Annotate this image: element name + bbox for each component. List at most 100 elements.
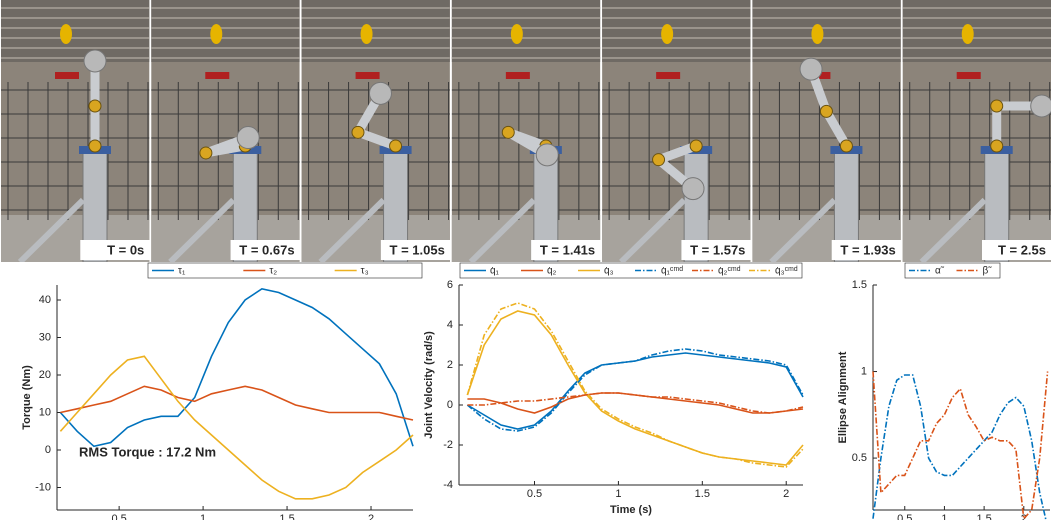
- series-line: [60, 385, 414, 421]
- frame-content: [602, 0, 751, 262]
- y-tick-label: 10: [39, 406, 51, 418]
- ceiling: [301, 0, 450, 62]
- arm-joint: [389, 139, 403, 153]
- y-tick-label: 2: [447, 359, 453, 371]
- legend-label: q̇₁: [490, 266, 500, 277]
- frame-label: T = 0.67s: [239, 242, 294, 257]
- legend-label: α̃: [935, 266, 945, 277]
- y-tick-label: 40: [39, 294, 51, 306]
- lamp: [60, 24, 72, 44]
- label-box: [681, 240, 752, 260]
- stand-brace: [468, 197, 536, 262]
- legend-label: q̇₃: [604, 266, 614, 277]
- series-line: [466, 310, 804, 466]
- arm-joint: [652, 153, 666, 167]
- y-tick-label: 20: [39, 369, 51, 381]
- frame-content: [301, 0, 450, 262]
- y-tick-label: -10: [35, 481, 51, 493]
- legend-label: τ₃: [361, 266, 369, 277]
- stand-brace: [318, 197, 386, 262]
- plot-area: [873, 285, 1050, 510]
- stand-brace: [17, 197, 86, 262]
- ceiling: [1, 0, 150, 62]
- lamp: [811, 24, 824, 44]
- label-box: [80, 240, 151, 260]
- y-tick-label: 1.5: [852, 279, 867, 291]
- stand-brace: [619, 197, 687, 262]
- legend-label: q̇₃ᶜᵐᵈ: [775, 266, 798, 277]
- lamp: [510, 24, 523, 44]
- frame: T = 1.93s: [752, 0, 902, 262]
- legend-label: τ₂: [269, 266, 277, 277]
- arm-link: [821, 106, 851, 151]
- arm-joint: [351, 125, 365, 139]
- arm-joint: [88, 99, 102, 113]
- frame-content: [451, 0, 601, 262]
- frame-content: [151, 0, 300, 262]
- y-tick-label: 0: [45, 444, 51, 456]
- series-line: [466, 302, 804, 468]
- lamp: [961, 24, 974, 44]
- arm-joint: [88, 139, 102, 153]
- arm-joint: [501, 125, 515, 139]
- chart: -4 -2 0 2 4 6 0.5 1 1.5 2 Joint Velocity (rad/s) Ti…: [423, 262, 804, 516]
- end-effector: [681, 177, 705, 201]
- arm-joint: [819, 104, 833, 118]
- legend-label: q̇₂ᶜᵐᵈ: [718, 266, 741, 277]
- arm-joint: [990, 99, 1004, 113]
- lamp: [210, 24, 223, 44]
- frame-strip: T = 0s T = 0.67s T = 1.05s T = 1.41s T = 1.5…: [1, 0, 1052, 262]
- series-line: [467, 392, 804, 414]
- x-tick-label: 1: [941, 513, 947, 520]
- frame-content: [1, 0, 150, 262]
- frame-content: [752, 0, 901, 262]
- y-tick-label: 30: [39, 331, 51, 343]
- y-axis-label: Torque (Nm): [21, 365, 33, 430]
- label-box: [982, 240, 1052, 260]
- arm-link: [353, 127, 401, 151]
- end-effector: [368, 81, 392, 105]
- legend-label: q̇₂: [547, 266, 557, 277]
- label-box: [380, 240, 451, 260]
- legend-label: β̃: [983, 266, 993, 277]
- arm-joint: [689, 139, 703, 153]
- frame: T = 1.05s: [301, 0, 451, 262]
- legend-box: [147, 262, 423, 279]
- sign: [505, 72, 530, 79]
- lamp: [360, 24, 373, 44]
- frame: T = 1.41s: [451, 0, 602, 262]
- x-tick-label: 1.5: [279, 513, 294, 520]
- sign: [956, 72, 981, 79]
- frame-label: T = 1.05s: [390, 242, 445, 257]
- frame: T = 0s: [1, 0, 151, 262]
- y-tick-label: 4: [447, 319, 453, 331]
- legend-box: [904, 262, 1001, 279]
- x-tick-label: 0.5: [111, 513, 126, 520]
- series-line: [872, 371, 1049, 520]
- series-line: [59, 287, 414, 448]
- legend-label: q̇₁ᶜᵐᵈ: [661, 266, 683, 277]
- ceiling: [602, 0, 751, 62]
- chart: -10 0 10 20 30 40 0.5 1 1.5 2 Torque (Nm) RMS Torqu…: [21, 262, 423, 520]
- arm-joint: [990, 139, 1004, 153]
- end-effector: [83, 49, 107, 73]
- lamp: [661, 24, 674, 44]
- x-tick-label: 1: [615, 488, 621, 500]
- x-tick-label: 0.5: [527, 488, 542, 500]
- x-axis-label: Time (s): [610, 504, 652, 516]
- sign: [55, 72, 79, 79]
- end-effector: [799, 57, 823, 81]
- ceiling: [902, 0, 1052, 62]
- arm-joint: [839, 139, 853, 153]
- x-tick-label: 1.5: [695, 488, 710, 500]
- y-tick-label: 1: [861, 365, 867, 377]
- frame-label: T = 2.5s: [998, 242, 1046, 257]
- series-line: [466, 348, 804, 432]
- frame-label: T = 1.57s: [690, 242, 745, 257]
- plot-area: [459, 285, 803, 485]
- stand-brace: [919, 197, 987, 262]
- legend-box: [459, 262, 803, 279]
- sign: [656, 72, 681, 79]
